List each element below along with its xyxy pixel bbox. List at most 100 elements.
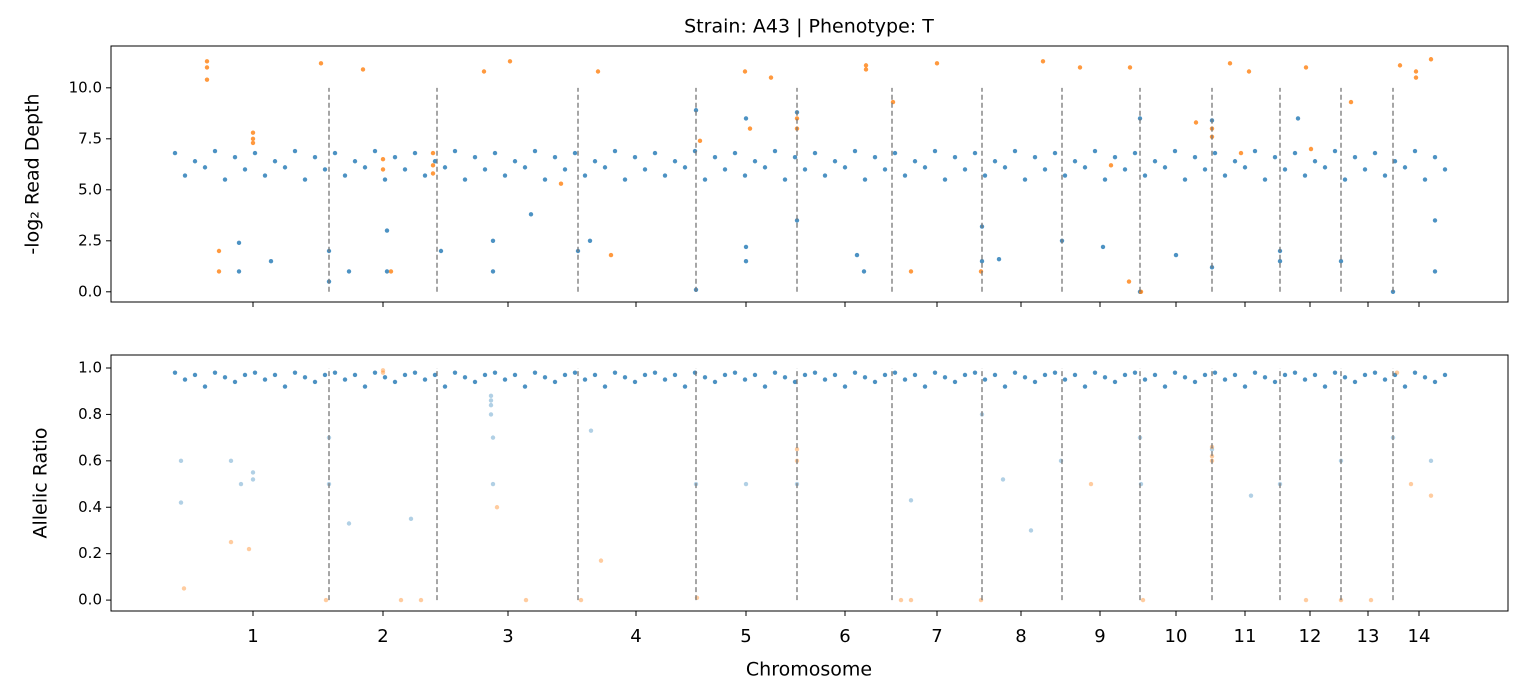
x-tick-label: 6 bbox=[839, 626, 850, 647]
point bbox=[342, 173, 348, 178]
point bbox=[612, 148, 618, 154]
point bbox=[172, 150, 178, 156]
point bbox=[252, 150, 258, 156]
point bbox=[192, 159, 198, 164]
point bbox=[542, 177, 548, 182]
point bbox=[902, 173, 908, 178]
point bbox=[742, 173, 748, 178]
point bbox=[1209, 447, 1215, 452]
point bbox=[1202, 372, 1208, 378]
point bbox=[996, 256, 1002, 262]
point bbox=[1227, 61, 1233, 66]
point bbox=[392, 379, 398, 385]
point bbox=[1394, 370, 1400, 375]
point bbox=[262, 377, 268, 382]
point bbox=[452, 148, 458, 154]
point bbox=[642, 372, 648, 378]
point bbox=[572, 370, 578, 375]
point bbox=[1192, 379, 1198, 385]
point bbox=[228, 458, 234, 464]
point bbox=[362, 165, 368, 170]
point bbox=[212, 148, 218, 154]
point bbox=[1052, 150, 1058, 156]
point bbox=[992, 159, 998, 164]
point bbox=[1408, 481, 1414, 487]
point bbox=[1022, 177, 1028, 182]
y-tick-label: 0.2 bbox=[78, 544, 102, 562]
point bbox=[892, 150, 898, 156]
point bbox=[1442, 167, 1448, 172]
point bbox=[672, 372, 678, 378]
point bbox=[1308, 146, 1314, 152]
point bbox=[682, 384, 688, 389]
x-tick-label: 1 bbox=[247, 626, 258, 647]
point bbox=[742, 69, 748, 74]
point bbox=[642, 167, 648, 172]
point bbox=[562, 372, 568, 378]
point bbox=[1182, 375, 1188, 380]
point bbox=[322, 372, 328, 378]
point bbox=[872, 379, 878, 385]
point bbox=[388, 269, 394, 274]
point bbox=[1042, 167, 1048, 172]
point bbox=[792, 379, 798, 385]
point bbox=[1082, 384, 1088, 389]
point bbox=[942, 177, 948, 182]
point bbox=[1303, 65, 1309, 70]
point bbox=[1397, 63, 1403, 68]
point bbox=[672, 159, 678, 164]
y-tick-label: 7.5 bbox=[78, 129, 102, 147]
point bbox=[1012, 370, 1018, 375]
point bbox=[898, 597, 904, 603]
point bbox=[490, 481, 496, 487]
point bbox=[352, 159, 358, 164]
y-tick-label: 0.0 bbox=[78, 591, 102, 609]
point bbox=[384, 228, 390, 233]
point bbox=[1392, 159, 1398, 164]
point bbox=[212, 370, 218, 375]
point bbox=[1052, 370, 1058, 375]
point bbox=[934, 61, 940, 66]
point bbox=[1382, 173, 1388, 178]
point bbox=[1352, 379, 1358, 385]
point bbox=[1428, 458, 1434, 464]
point bbox=[542, 375, 548, 380]
point bbox=[182, 173, 188, 178]
point bbox=[932, 148, 938, 154]
point bbox=[342, 377, 348, 382]
point bbox=[592, 159, 598, 164]
point bbox=[832, 372, 838, 378]
point bbox=[632, 154, 638, 160]
point bbox=[794, 218, 800, 223]
point bbox=[772, 370, 778, 375]
point bbox=[852, 148, 858, 154]
point bbox=[512, 159, 518, 164]
point bbox=[932, 370, 938, 375]
point bbox=[236, 269, 242, 274]
point bbox=[1042, 372, 1048, 378]
point bbox=[362, 384, 368, 389]
point bbox=[272, 372, 278, 378]
point bbox=[432, 372, 438, 378]
point bbox=[268, 259, 274, 264]
point bbox=[228, 539, 234, 545]
x-tick-label: 14 bbox=[1408, 626, 1431, 647]
point bbox=[982, 377, 988, 382]
point bbox=[1238, 150, 1244, 156]
y-tick-label: 0.0 bbox=[78, 282, 102, 300]
point bbox=[1040, 59, 1046, 64]
point bbox=[1272, 379, 1278, 385]
point bbox=[252, 370, 258, 375]
point bbox=[1295, 116, 1301, 121]
point bbox=[747, 126, 753, 131]
point bbox=[490, 435, 496, 440]
point bbox=[1142, 173, 1148, 178]
point bbox=[472, 154, 478, 160]
point bbox=[322, 167, 328, 172]
point bbox=[232, 154, 238, 160]
x-tick-label: 7 bbox=[931, 626, 942, 647]
point bbox=[1028, 528, 1034, 533]
point bbox=[1372, 150, 1378, 156]
point bbox=[412, 370, 418, 375]
point bbox=[430, 171, 436, 176]
